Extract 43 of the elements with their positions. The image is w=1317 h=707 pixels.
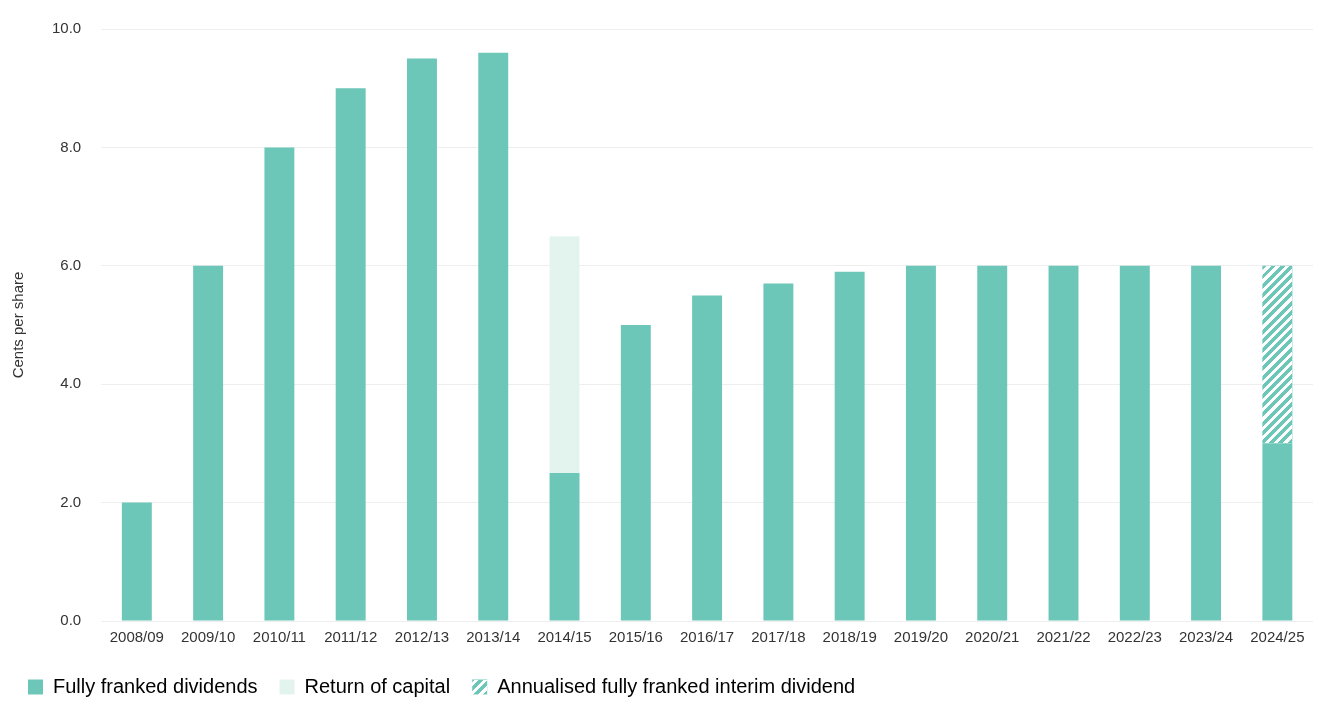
bar [121,502,152,621]
bar [193,265,224,621]
x-tick-label: 2010/11 [252,628,306,646]
bar [763,283,794,621]
x-tick-label: 2018/19 [822,628,877,646]
x-tick-label: 2009/10 [181,628,236,646]
bar [692,295,723,621]
x-tick-label: 2015/16 [608,628,663,646]
legend-label: Annualised fully franked interim dividend [497,674,856,697]
y-axis-title: Cents per share [9,271,27,379]
bar [620,325,651,621]
legend-label: Fully franked dividends [53,674,258,697]
bar [834,271,865,621]
bar [1119,265,1150,621]
x-tick-label: 2021/22 [1036,628,1091,646]
y-tick-label: 0.0 [60,611,82,629]
x-tick-label: 2008/09 [109,628,164,646]
y-tick-label: 2.0 [60,492,82,510]
x-tick-label: 2013/14 [466,628,521,646]
x-tick-label: 2020/21 [965,628,1020,646]
x-tick-label: 2012/13 [394,628,450,646]
y-tick-label: 4.0 [60,374,82,392]
y-tick-label: 10.0 [51,19,82,37]
bar [1191,265,1222,621]
bar [335,88,366,621]
x-tick-label: 2017/18 [751,628,806,646]
legend-label: Return of capital [304,674,451,697]
bar [407,58,437,621]
x-tick-label: 2014/15 [537,628,592,646]
bar [1048,265,1079,621]
x-tick-label: 2022/23 [1107,628,1162,646]
x-tick-label: 2023/24 [1178,628,1234,646]
x-tick-label: 2024/25 [1250,628,1305,646]
x-tick-label: 2019/20 [893,628,949,646]
bar [264,147,295,621]
x-tick-label: 2011/12 [324,628,378,646]
y-tick-label: 6.0 [60,255,82,273]
bar [549,473,580,621]
bar [478,52,509,621]
y-tick-label: 8.0 [60,137,82,155]
bar [905,265,936,621]
bar [977,265,1008,621]
x-tick-label: 2016/17 [679,628,735,646]
